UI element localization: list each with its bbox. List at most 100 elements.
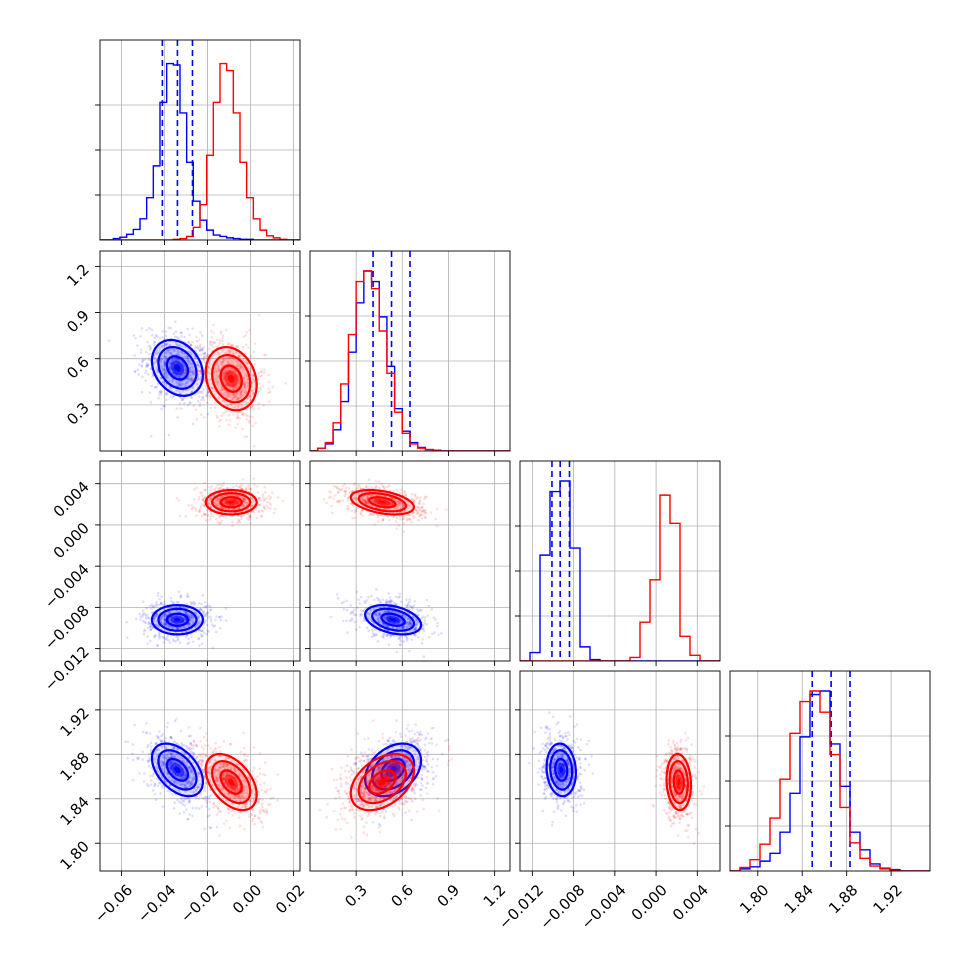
- panel-frame: [309, 460, 511, 662]
- x-tick-label: 1.2: [480, 881, 510, 911]
- panel-frame: [99, 39, 301, 241]
- hist-panel-0: [95, 39, 301, 245]
- hist-lines-3: [730, 671, 930, 871]
- y-tick-label: −0.004: [41, 560, 93, 612]
- y-tick-label: 1.2: [63, 260, 93, 290]
- x-tick-label: −0.004: [578, 881, 630, 933]
- contour-level-2: [665, 752, 693, 812]
- density-fill-4: [228, 778, 235, 786]
- histogram-series-1: [520, 494, 720, 661]
- contour-level-1: [211, 491, 252, 513]
- contour-level-1: [549, 749, 574, 791]
- y-tick-label: 0.3: [63, 399, 93, 429]
- contour-level-2: [204, 752, 258, 812]
- density-fill-4: [228, 500, 235, 504]
- contour-level-1: [371, 607, 416, 632]
- histogram-series-0: [520, 480, 720, 661]
- hist-lines-0: [100, 40, 300, 240]
- hist-panel-2: [515, 460, 721, 666]
- scatter-panel-3-0: [95, 670, 301, 876]
- x-tick-label: 0.00: [229, 881, 265, 917]
- histogram-series-0: [100, 62, 300, 240]
- panel-frame: [729, 670, 931, 872]
- histogram-series-0: [730, 690, 930, 871]
- contour-level-2: [150, 338, 205, 398]
- x-tick-label: 0.004: [669, 881, 712, 924]
- contour-level-0: [219, 496, 243, 509]
- hist-lines-1: [310, 251, 510, 451]
- hist-lines-2: [520, 461, 720, 661]
- contour-level-1: [357, 492, 408, 513]
- density-fill-4: [228, 374, 235, 383]
- contour-level-2: [349, 488, 416, 516]
- scatter-panel-2-1: [305, 460, 511, 666]
- contour-level-0: [165, 758, 189, 782]
- y-tick-label: 1.88: [56, 748, 92, 784]
- y-tick-label: 0.6: [63, 353, 93, 383]
- histogram-series-1: [310, 270, 510, 451]
- scatter-content: [318, 719, 453, 839]
- contour-level-0: [219, 769, 243, 795]
- contour-level-0: [368, 496, 397, 509]
- contour-level-2: [545, 742, 578, 798]
- panel-frame: [99, 670, 301, 872]
- density-fill-4: [174, 617, 181, 622]
- x-tick-label: 1.92: [870, 881, 906, 917]
- hist-panel-3: [725, 670, 931, 876]
- hist-panel-1: [305, 250, 511, 456]
- density-fill-4: [378, 500, 387, 504]
- y-tick-label: −0.012: [41, 643, 93, 695]
- panel-frame: [519, 670, 721, 872]
- contour-level-2: [363, 604, 423, 636]
- y-tick-label: 0.000: [50, 519, 93, 562]
- y-tick-label: 1.84: [56, 793, 92, 829]
- contour-level-1: [211, 353, 252, 404]
- x-tick-label: 0.9: [434, 881, 464, 911]
- contour-level-2: [204, 488, 258, 516]
- scatter-content: [124, 717, 279, 837]
- x-tick-label: 1.84: [781, 881, 817, 917]
- density-fill-4: [174, 364, 181, 372]
- contour-level-2: [349, 752, 416, 812]
- y-tick-label: 0.9: [63, 307, 93, 337]
- density-fill-4: [389, 617, 397, 622]
- x-tick-label: 0.3: [341, 881, 371, 911]
- histogram-series-1: [730, 690, 930, 871]
- contour-level-1: [211, 759, 252, 805]
- x-tick-label: 0.6: [387, 881, 417, 911]
- x-tick-label: −0.06: [91, 881, 136, 926]
- contour-level-0: [672, 769, 685, 795]
- x-tick-label: 0.000: [628, 881, 671, 924]
- density-fill-4: [559, 766, 564, 774]
- contour-level-0: [554, 758, 569, 782]
- panel-frame: [309, 250, 511, 452]
- contour-level-1: [157, 607, 198, 632]
- contour-level-0: [219, 364, 243, 393]
- y-tick-label: 0.004: [50, 478, 93, 521]
- y-tick-label: 1.80: [56, 837, 92, 873]
- contour-level-1: [157, 346, 198, 390]
- scatter-panel-1-0: [95, 250, 301, 456]
- y-tick-label: −0.008: [41, 601, 93, 653]
- panel-frame: [99, 460, 301, 662]
- contour-level-1: [668, 759, 690, 805]
- x-tick-label: −0.008: [536, 881, 588, 933]
- contour-level-2: [204, 345, 258, 412]
- contour-level-0: [380, 612, 406, 627]
- contour-level-0: [165, 355, 189, 381]
- x-tick-label: 0.02: [272, 881, 308, 917]
- scatter-content: [107, 313, 287, 448]
- contour-level-2: [363, 742, 423, 798]
- scatter-panel-3-2: [515, 670, 721, 876]
- x-tick-label: −0.04: [134, 881, 179, 926]
- scatter-panel-2-0: [95, 460, 301, 666]
- contour-level-2: [150, 742, 205, 798]
- density-fill-4: [378, 778, 387, 786]
- histogram-series-1: [100, 62, 300, 240]
- scatter-content: [125, 477, 294, 650]
- panel-frame: [99, 250, 301, 452]
- x-tick-label: 1.88: [825, 881, 861, 917]
- scatter-content: [322, 478, 448, 658]
- scatter-panel-3-1: [305, 670, 511, 876]
